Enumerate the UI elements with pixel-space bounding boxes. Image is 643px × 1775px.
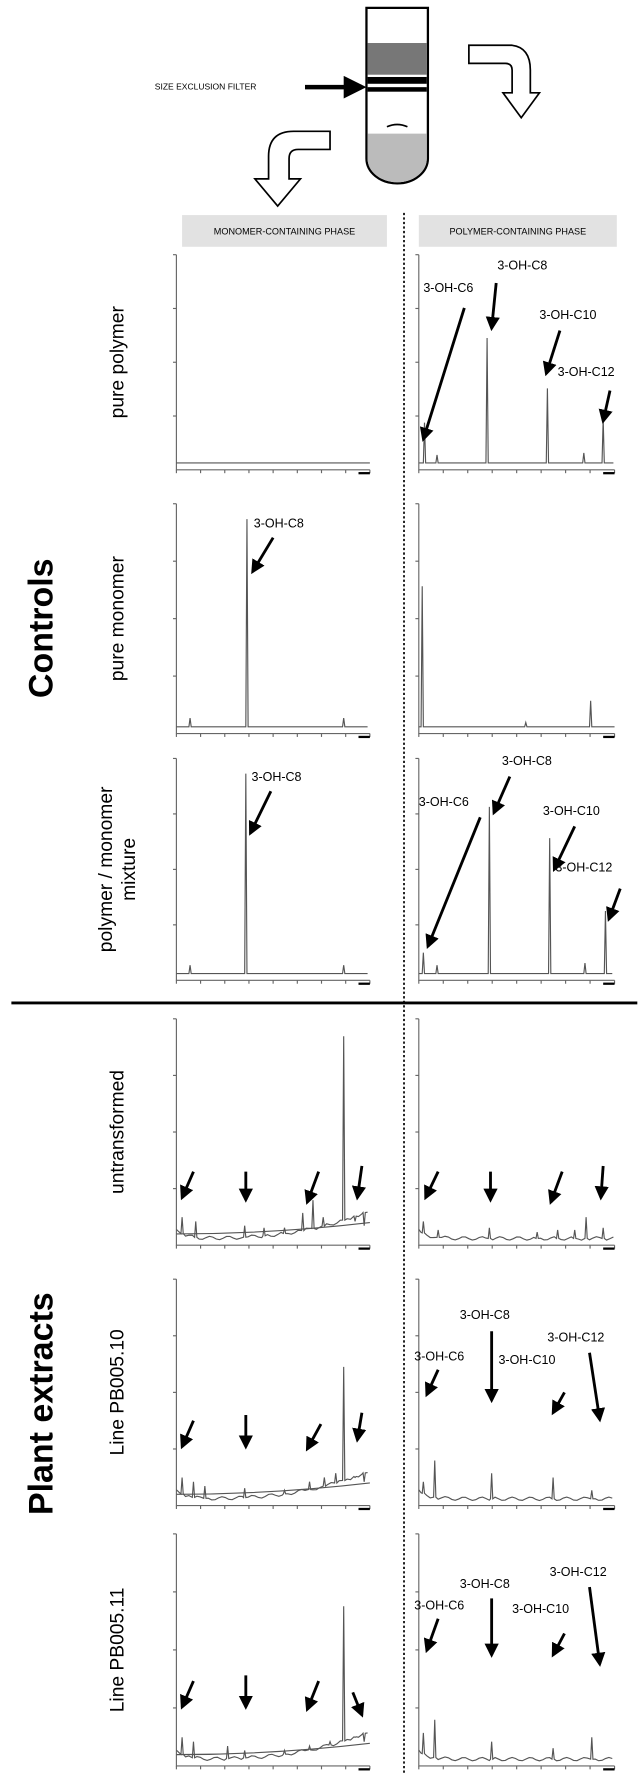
baseline xyxy=(176,1743,369,1754)
chromatogram xyxy=(176,1367,367,1500)
peak-arrow xyxy=(357,1413,362,1440)
peak-label: 3-OH-C12 xyxy=(547,1330,604,1344)
row-label: Line PB005.11 xyxy=(107,1588,128,1713)
row-label: polymer / monomer xyxy=(96,786,117,952)
peak-arrow xyxy=(553,1633,564,1655)
axis xyxy=(176,1534,369,1766)
peak-label: 3-OH-C8 xyxy=(497,258,547,272)
peak-arrow xyxy=(182,1681,193,1707)
peak-label: 3-OH-C10 xyxy=(543,804,600,818)
peak-label: 3-OH-C10 xyxy=(498,1353,555,1367)
chromatogram xyxy=(176,1606,367,1760)
peak-arrow xyxy=(551,1172,562,1203)
peak-arrow xyxy=(307,1424,321,1449)
axis xyxy=(176,1279,369,1505)
peak-arrow xyxy=(423,308,464,439)
peak-arrow xyxy=(250,791,270,833)
peak-arrow xyxy=(182,1421,193,1447)
axis xyxy=(176,255,369,470)
column xyxy=(366,8,427,183)
axis xyxy=(419,504,615,734)
row-label: pure polymer xyxy=(107,306,128,419)
row-label: pure monomer xyxy=(107,556,128,682)
chromatogram xyxy=(176,1036,367,1239)
peak-arrow xyxy=(492,283,497,328)
peak-label: 3-OH-C12 xyxy=(558,365,615,379)
peak-label: 3-OH-C8 xyxy=(460,1577,510,1591)
peak-label: 3-OH-C6 xyxy=(414,1599,464,1613)
peak-arrow xyxy=(307,1172,318,1203)
peak-label: 3-OH-C6 xyxy=(423,281,473,295)
filter-label: SIZE EXCLUSION FILTER xyxy=(155,81,257,91)
baseline xyxy=(176,1223,369,1234)
peak-label: 3-OH-C8 xyxy=(460,1308,510,1322)
peak-label: 3-OH-C8 xyxy=(254,517,304,531)
figure: SIZE EXCLUSION FILTER MONOMER-CONTAINING… xyxy=(0,0,643,1775)
chromatogram xyxy=(176,774,367,974)
arrow-right xyxy=(469,45,540,117)
peak-arrow xyxy=(590,1587,600,1664)
chromatogram xyxy=(419,1460,612,1500)
peak-arrow xyxy=(494,777,510,813)
peak-arrow xyxy=(357,1166,362,1198)
peak-arrow xyxy=(426,1172,439,1198)
peak-label: 3-OH-C12 xyxy=(555,861,612,875)
peak-label: 3-OH-C8 xyxy=(502,754,552,768)
peak-label: 3-OH-C12 xyxy=(550,1565,607,1579)
page: SIZE EXCLUSION FILTER MONOMER-CONTAINING… xyxy=(0,0,643,1775)
column-header: MONOMER-CONTAINING PHASE xyxy=(214,226,355,236)
peak-label: 3-OH-C10 xyxy=(512,1602,569,1616)
group-label: Plant extracts xyxy=(22,1292,60,1515)
peak-arrow xyxy=(590,1353,600,1420)
chromatogram xyxy=(419,1720,612,1761)
peak-arrow xyxy=(253,538,273,572)
row-label: mixture xyxy=(119,838,140,901)
peak-label: 3-OH-C6 xyxy=(414,1350,464,1364)
peak-arrow xyxy=(603,391,610,422)
axis xyxy=(176,1019,369,1245)
peak-arrow xyxy=(553,1392,564,1412)
peak-label: 3-OH-C10 xyxy=(539,308,596,322)
peak-arrow xyxy=(427,1370,438,1395)
chromatogram xyxy=(419,807,612,974)
chromatogram xyxy=(419,1217,614,1240)
group-label: Controls xyxy=(22,558,60,698)
peak-arrow xyxy=(307,1681,318,1709)
peak-label: 3-OH-C8 xyxy=(252,770,302,784)
axis xyxy=(419,1019,615,1245)
column-header: POLYMER-CONTAINING PHASE xyxy=(449,226,586,236)
peak-arrow xyxy=(427,1619,438,1651)
row-label: untransformed xyxy=(107,1070,128,1194)
arrow-left xyxy=(255,131,330,206)
axis xyxy=(419,1279,615,1505)
chromatogram xyxy=(176,519,367,727)
peak-arrow xyxy=(609,889,620,920)
peak-arrow xyxy=(428,817,480,946)
row-label: Line PB005.10 xyxy=(107,1329,128,1455)
peak-arrow xyxy=(182,1172,193,1198)
peak-arrow xyxy=(353,1692,362,1715)
peak-arrow xyxy=(601,1166,603,1198)
axis xyxy=(176,758,369,980)
peak-label: 3-OH-C6 xyxy=(419,795,469,809)
chromatogram xyxy=(419,586,615,727)
